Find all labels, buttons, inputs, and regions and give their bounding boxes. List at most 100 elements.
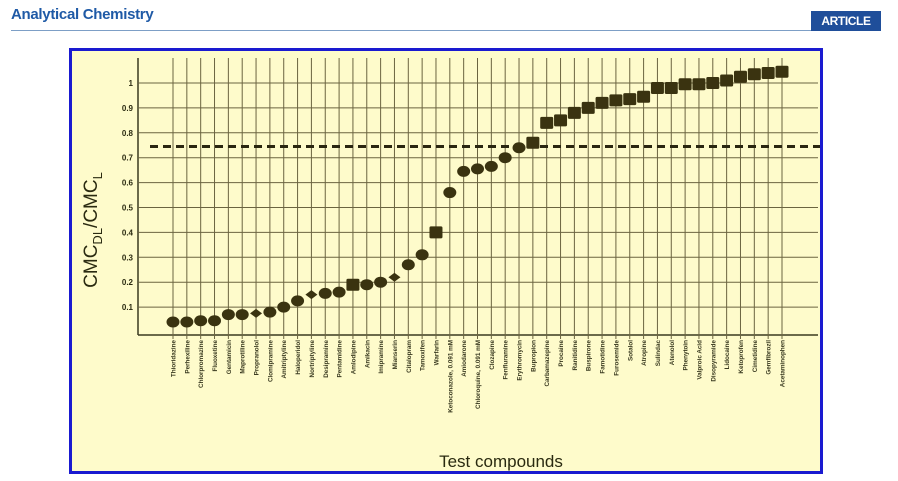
y-tick-label: 0.4 bbox=[122, 228, 134, 237]
data-point-square bbox=[637, 90, 651, 103]
x-tick-label: Procaine bbox=[558, 340, 565, 367]
article-badge: ARTICLE bbox=[811, 11, 881, 31]
x-tick-label: Atenolol bbox=[669, 340, 676, 365]
x-tick-label: Desipramine bbox=[323, 340, 330, 378]
x-tick-label: Furosemide bbox=[613, 340, 620, 376]
x-tick-label: Nortriptyline bbox=[309, 340, 316, 378]
data-point-circle bbox=[277, 301, 291, 313]
x-tick-label: Valproic Acid bbox=[696, 340, 703, 380]
x-tick-label: Thioridazine bbox=[171, 340, 178, 378]
data-point-square bbox=[692, 78, 706, 91]
data-point-square bbox=[720, 74, 734, 87]
x-tick-label: Lidocaine bbox=[724, 340, 731, 370]
x-tick-label: Famotidine bbox=[600, 340, 607, 374]
data-point-square bbox=[664, 81, 678, 94]
header-divider bbox=[11, 30, 881, 31]
x-tick-label: Disopyramide bbox=[710, 340, 717, 382]
x-tick-label: Ranitidine bbox=[572, 340, 579, 371]
x-tick-label: Amlodipine bbox=[350, 340, 357, 375]
x-tick-label: Gentamicin bbox=[226, 340, 233, 374]
data-point-square bbox=[567, 106, 581, 119]
data-point-square bbox=[581, 101, 595, 114]
y-tick-label: 1 bbox=[129, 79, 134, 88]
x-tick-label: Chloroquine, 0.091 mM bbox=[475, 340, 482, 409]
data-point-circle bbox=[291, 295, 305, 307]
data-point-circle bbox=[180, 316, 194, 328]
x-axis-label: Test compounds bbox=[439, 452, 563, 471]
x-tick-label: Citalopram bbox=[406, 340, 413, 373]
data-point-square bbox=[595, 96, 609, 109]
data-point-circle bbox=[318, 287, 332, 299]
data-point-diamond bbox=[388, 272, 401, 282]
data-point-square bbox=[733, 70, 747, 83]
x-tick-label: Phenytoin bbox=[683, 340, 690, 371]
journal-title: Analytical Chemistry bbox=[11, 6, 154, 23]
data-point-square bbox=[623, 93, 637, 106]
x-tick-label: Fenfluramine bbox=[503, 340, 510, 380]
data-point-circle bbox=[166, 316, 180, 328]
data-point-square bbox=[650, 81, 664, 94]
data-point-circle bbox=[512, 142, 526, 154]
data-point-circle bbox=[208, 315, 222, 327]
x-tick-label: Warfarin bbox=[433, 340, 440, 365]
data-point-circle bbox=[374, 276, 388, 288]
x-tick-label: Haloperidol bbox=[295, 340, 302, 375]
data-point-circle bbox=[471, 163, 484, 175]
figure-frame bbox=[69, 48, 823, 474]
data-point-square bbox=[761, 67, 775, 80]
x-tick-label: Amitriptyline bbox=[281, 340, 288, 379]
grid bbox=[137, 58, 820, 339]
y-tick-label: 0.8 bbox=[122, 129, 134, 138]
x-tick-label: Ketoconazole, 0.091 mM bbox=[447, 340, 454, 413]
y-axis-label: CMCDL/CMCL bbox=[81, 172, 105, 288]
data-point-circle bbox=[401, 259, 415, 271]
x-tick-label: Chlorpromazine bbox=[198, 340, 205, 388]
x-tick-label: Pentamidine bbox=[337, 340, 344, 378]
data-points bbox=[166, 65, 789, 328]
data-point-square bbox=[747, 68, 761, 81]
x-tick-label: Atropine bbox=[641, 340, 648, 366]
data-point-square bbox=[678, 78, 692, 91]
x-tick-label: Clozapine bbox=[489, 340, 496, 370]
data-point-square bbox=[429, 226, 443, 239]
data-point-square bbox=[706, 77, 720, 89]
x-tick-label: Bupropion bbox=[530, 340, 537, 372]
data-point-circle bbox=[484, 160, 498, 172]
data-point-circle bbox=[498, 152, 512, 164]
x-tick-label: Sotalol bbox=[627, 340, 634, 361]
data-point-square bbox=[526, 136, 540, 149]
x-tick-label: Fluoxetine bbox=[212, 340, 219, 372]
y-ticks: 0.1 0.2 0.3 0.4 0.5 0.6 0.7 0.8 0.9 1 bbox=[122, 79, 134, 312]
x-tick-label: Tamoxifen bbox=[420, 340, 427, 371]
data-point-circle bbox=[332, 286, 346, 298]
y-tick-label: 0.9 bbox=[122, 104, 134, 113]
x-tick-label: Perhexiline bbox=[184, 340, 191, 374]
x-tick-label: Clomipramine bbox=[267, 340, 274, 382]
data-point-square bbox=[775, 65, 789, 78]
x-tick-label: Amiodarone bbox=[461, 340, 468, 377]
x-tick-label: Acetaminophen bbox=[780, 340, 787, 387]
x-tick-label: Maprotiline bbox=[240, 340, 247, 374]
x-tick-label: Amikacin bbox=[364, 340, 371, 368]
x-tick-label: Cimetidine bbox=[752, 340, 759, 373]
x-tick-label: Propranolol bbox=[254, 340, 261, 376]
data-point-circle bbox=[457, 165, 471, 177]
data-point-circle bbox=[221, 309, 235, 321]
data-point-circle bbox=[194, 315, 208, 327]
data-point-circle bbox=[360, 279, 374, 291]
x-tick-labels: Thioridazine Perhexiline Chlorpromazine Flu… bbox=[171, 340, 787, 413]
data-point-square bbox=[554, 114, 568, 127]
data-point-square bbox=[609, 94, 623, 107]
y-tick-label: 0.2 bbox=[122, 278, 134, 287]
data-point-diamond bbox=[305, 290, 318, 300]
y-tick-label: 0.5 bbox=[122, 204, 134, 213]
data-point-circle bbox=[443, 187, 457, 199]
data-point-square bbox=[540, 116, 554, 129]
data-point-circle bbox=[415, 249, 429, 261]
data-point-circle bbox=[263, 306, 277, 318]
x-tick-label: Gemfibrozil bbox=[766, 340, 773, 375]
x-tick-label: Mianserin bbox=[392, 340, 399, 370]
data-point-diamond bbox=[250, 308, 263, 318]
x-tick-label: Carbamazepine bbox=[544, 340, 551, 387]
